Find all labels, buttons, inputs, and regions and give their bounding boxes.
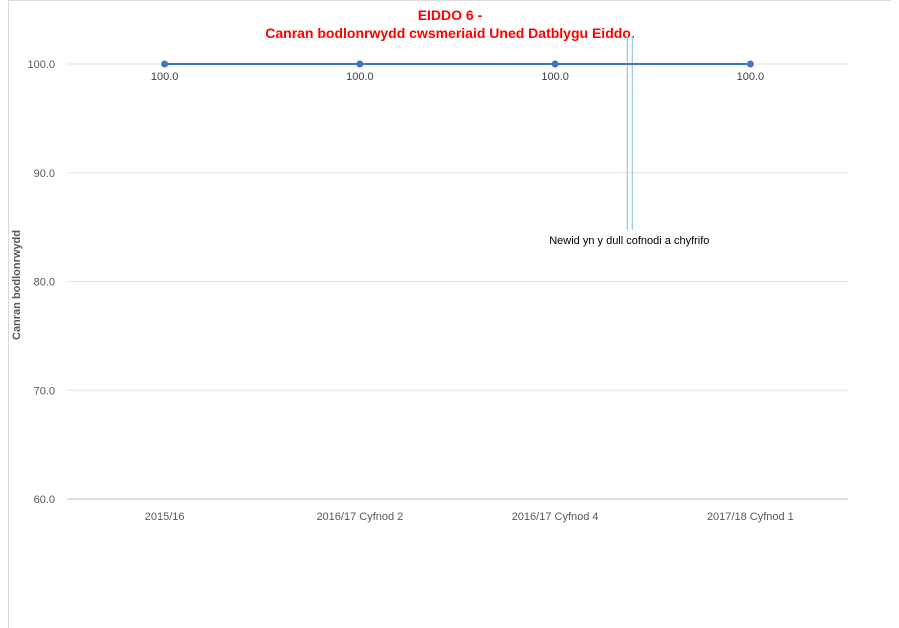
x-tick-label: 2016/17 Cyfnod 4 (512, 511, 599, 523)
x-tick-label: 2016/17 Cyfnod 2 (316, 511, 403, 523)
chart-title-line-2: Canran bodlonrwydd cwsmeriaid Uned Datbl… (265, 25, 635, 41)
data-point (551, 60, 559, 68)
y-tick-label: 100.0 (27, 59, 55, 71)
data-point (356, 60, 364, 68)
data-label: 100.0 (151, 71, 179, 83)
data-label: 100.0 (346, 71, 374, 83)
data-label: 100.0 (737, 71, 765, 83)
chart-title: EIDDO 6 - Canran bodlonrwydd cwsmeriaid … (200, 6, 700, 42)
y-tick-label: 80.0 (34, 277, 55, 289)
y-tick-label: 60.0 (34, 494, 55, 506)
data-point (746, 60, 754, 68)
annotation-text: Newid yn y dull cofnodi a chyfrifo (549, 235, 709, 247)
y-tick-label: 90.0 (34, 168, 55, 180)
data-label: 100.0 (541, 71, 569, 83)
y-tick-label: 70.0 (34, 385, 55, 397)
chart-frame (8, 0, 891, 628)
x-tick-label: 2015/16 (145, 511, 185, 523)
chart-title-line-1: EIDDO 6 - (417, 7, 483, 23)
data-point (161, 60, 169, 68)
x-tick-label: 2017/18 Cyfnod 1 (707, 511, 794, 523)
